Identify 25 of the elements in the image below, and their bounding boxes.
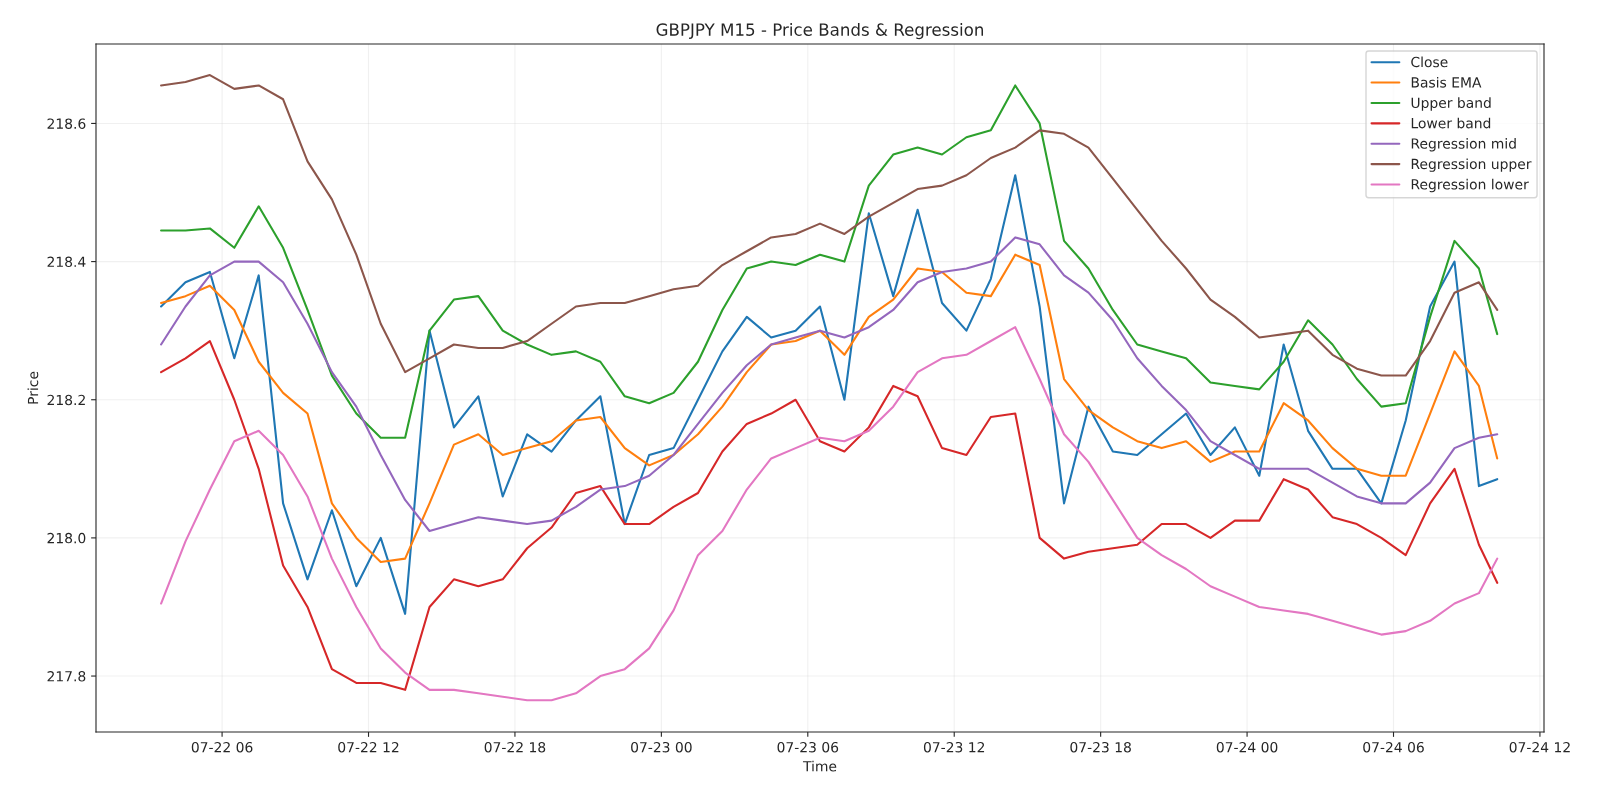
x-tick-label: 07-23 12 <box>923 741 985 753</box>
x-tick-label: 07-23 06 <box>777 741 839 753</box>
x-tick-label: 07-22 18 <box>484 741 546 753</box>
y-tick-label: 218.6 <box>47 118 86 129</box>
x-tick-label: 07-23 18 <box>1070 741 1131 753</box>
y-tick-label: 217.8 <box>47 671 86 682</box>
y-axis-title: Price <box>27 371 39 404</box>
x-tick-label: 07-22 06 <box>191 741 253 753</box>
x-axis-title: Time <box>802 760 837 772</box>
x-tick-label: 07-24 12 <box>1509 741 1570 753</box>
chart-title: GBPJPY M15 - Price Bands & Regression <box>656 23 984 40</box>
legend-label: Regression lower <box>1411 178 1529 193</box>
y-tick-label: 218.2 <box>47 394 85 406</box>
x-tick-label: 07-24 06 <box>1363 741 1424 753</box>
x-tick-label: 07-22 12 <box>338 741 399 753</box>
legend-label: Regression mid <box>1411 138 1516 152</box>
x-tick-label: 07-24 00 <box>1216 741 1278 753</box>
legend-label: Basis EMA <box>1411 76 1482 88</box>
legend-label: Lower band <box>1411 117 1491 129</box>
y-tick-label: 218.4 <box>47 256 86 268</box>
legend-label: Regression upper <box>1411 158 1532 172</box>
y-tick-label: 218.0 <box>47 532 86 544</box>
x-tick-label: 07-23 00 <box>631 741 692 753</box>
legend-label: Close <box>1411 56 1448 68</box>
legend-label: Upper band <box>1411 97 1491 111</box>
